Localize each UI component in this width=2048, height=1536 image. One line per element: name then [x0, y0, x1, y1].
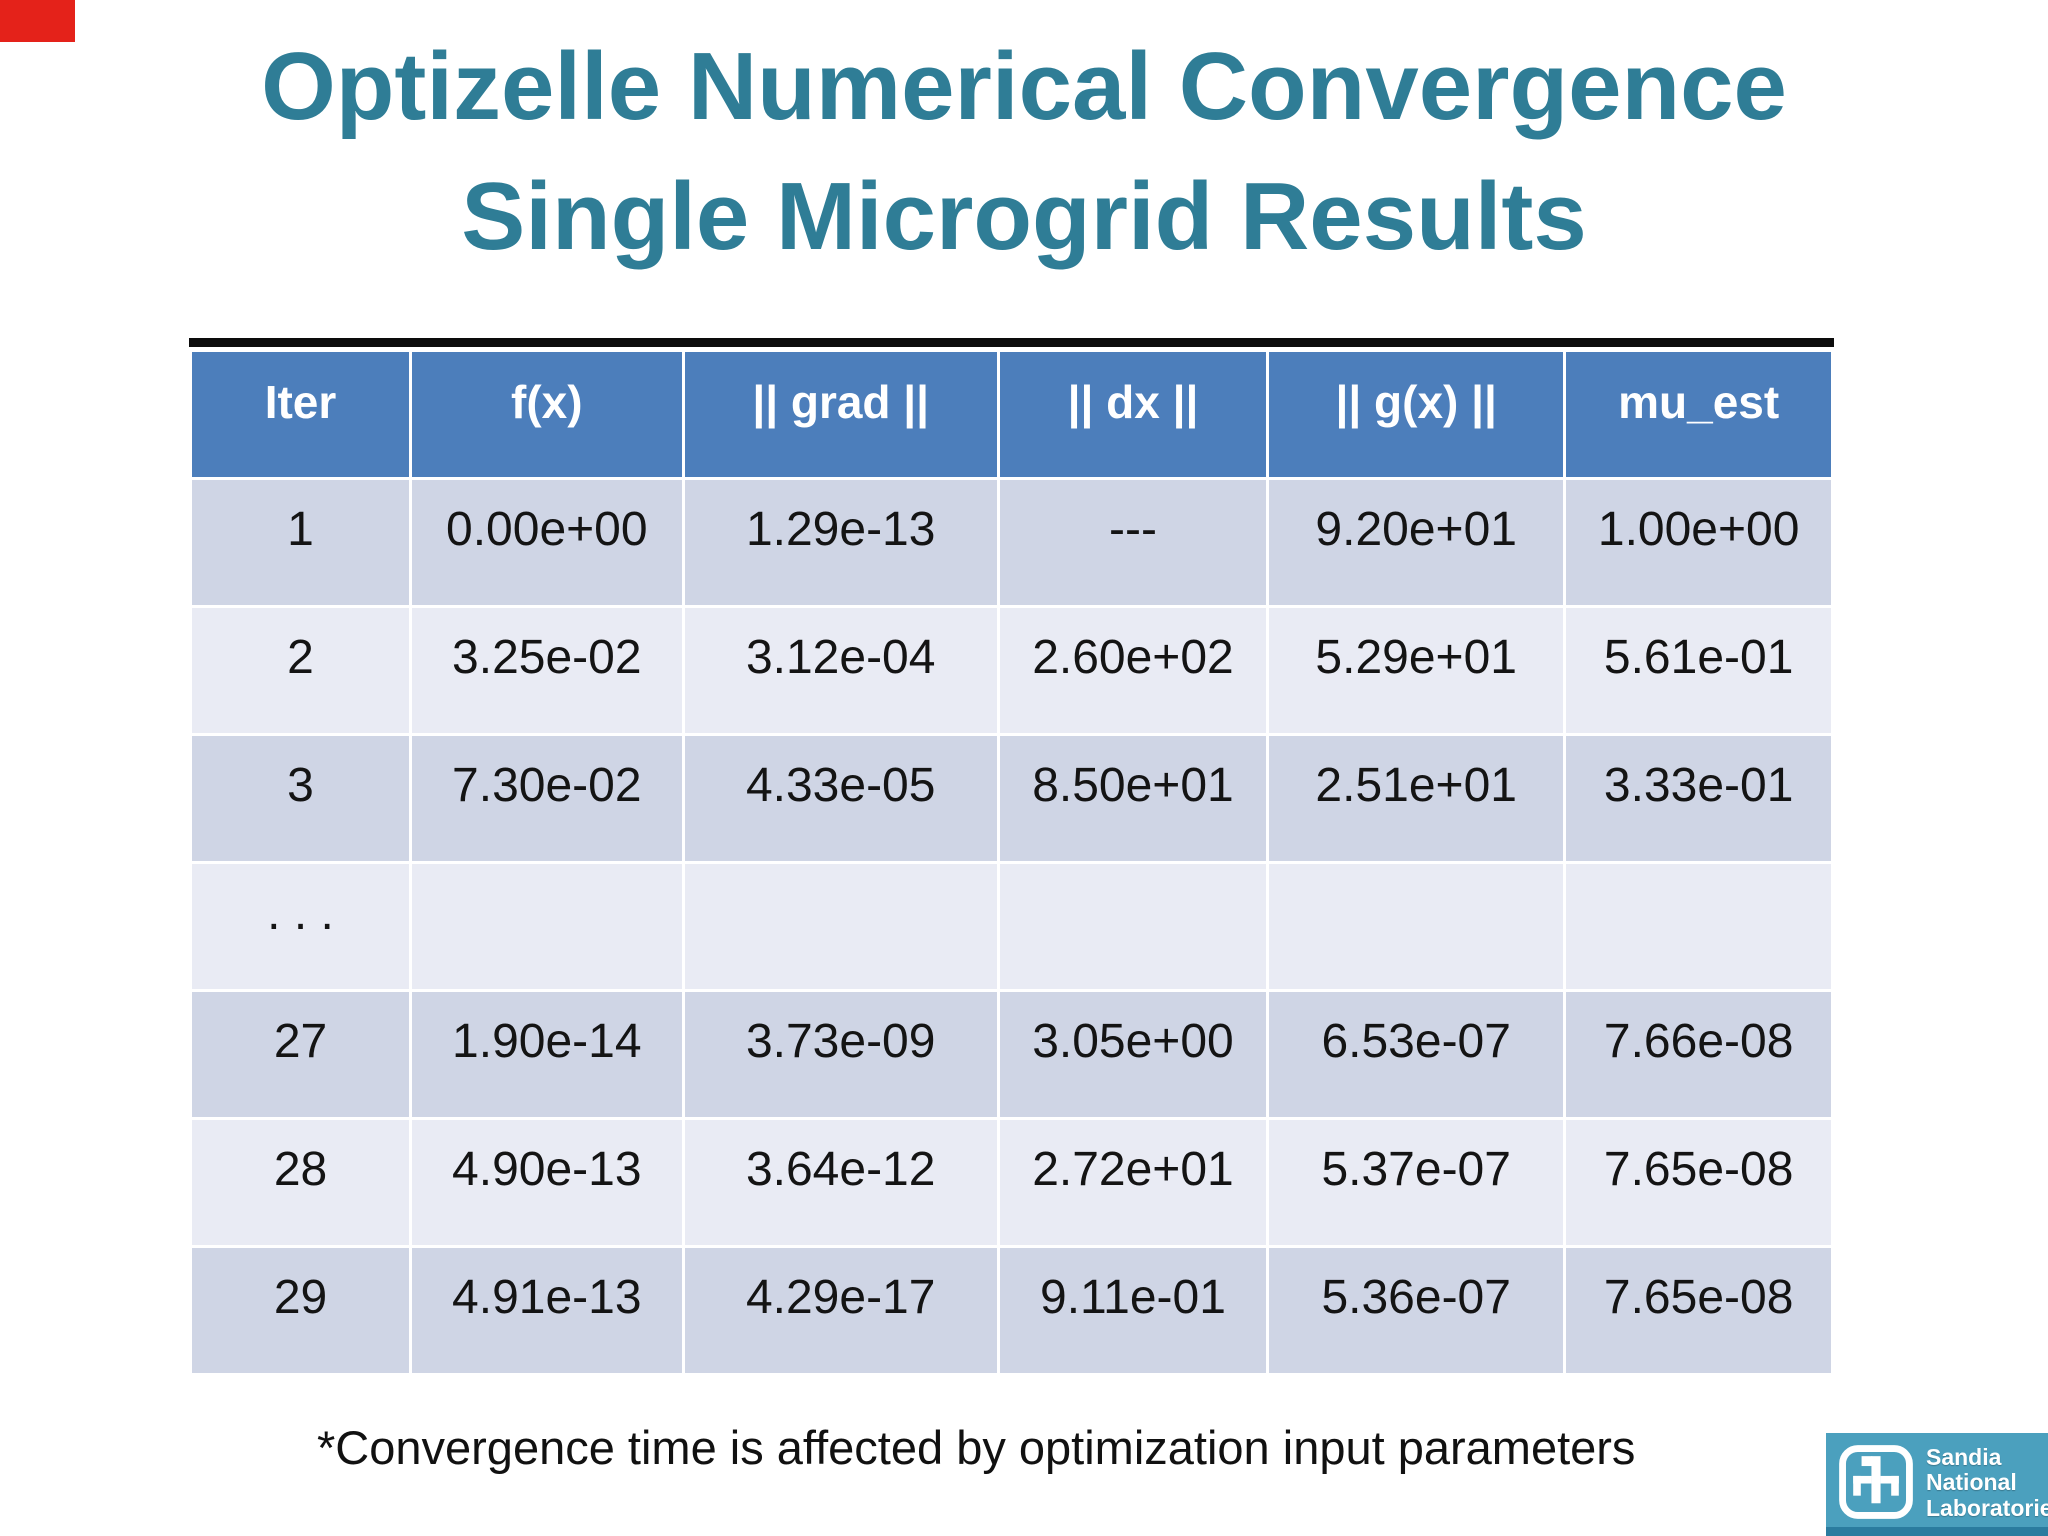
cell-iter: 1 — [188, 477, 413, 608]
thunderbird-icon — [1839, 1445, 1913, 1519]
cell-mu-est: 5.61e-01 — [1563, 605, 1834, 736]
cell-gx: 5.37e-07 — [1266, 1117, 1567, 1248]
cell-dx: 2.72e+01 — [996, 1117, 1270, 1248]
cell-fx: 0.00e+00 — [409, 477, 685, 608]
column-header-gx: || g(x) || — [1266, 349, 1567, 480]
logo-text: SandiaNationalLaboratories — [1926, 1444, 2048, 1521]
cell-fx: 1.90e-14 — [409, 989, 685, 1120]
cell-dx — [996, 861, 1270, 992]
cell-grad — [681, 861, 1000, 992]
cell-grad: 3.12e-04 — [681, 605, 1000, 736]
table-row: 28 4.90e-13 3.64e-12 2.72e+01 5.37e-07 7… — [188, 1117, 1834, 1248]
results-table-area: Iter f(x) || grad || || dx || || g(x) ||… — [188, 338, 1834, 1376]
cell-dx: 9.11e-01 — [996, 1245, 1270, 1376]
cell-grad: 3.64e-12 — [681, 1117, 1000, 1248]
convergence-table: Iter f(x) || grad || || dx || || g(x) ||… — [188, 349, 1834, 1376]
cell-mu-est: 7.66e-08 — [1563, 989, 1834, 1120]
cell-dx: 8.50e+01 — [996, 733, 1270, 864]
column-header-mu-est: mu_est — [1563, 349, 1834, 480]
cell-mu-est: 3.33e-01 — [1563, 733, 1834, 864]
cell-dx: --- — [996, 477, 1270, 608]
cell-fx: 4.90e-13 — [409, 1117, 685, 1248]
logo-text-line-1: Sandia — [1926, 1444, 2002, 1470]
sandia-logo: SandiaNationalLaboratories — [1826, 1433, 2048, 1536]
table-row: 29 4.91e-13 4.29e-17 9.11e-01 5.36e-07 7… — [188, 1245, 1834, 1376]
cell-mu-est: 7.65e-08 — [1563, 1117, 1834, 1248]
cell-grad: 4.33e-05 — [681, 733, 1000, 864]
cell-fx: 7.30e-02 — [409, 733, 685, 864]
cell-fx — [409, 861, 685, 992]
cell-gx: 2.51e+01 — [1266, 733, 1567, 864]
cell-gx: 5.36e-07 — [1266, 1245, 1567, 1376]
title-line-2: Single Microgrid Results — [461, 162, 1587, 270]
cell-mu-est: 7.65e-08 — [1563, 1245, 1834, 1376]
cell-iter: . . . — [188, 861, 413, 992]
cell-grad: 3.73e-09 — [681, 989, 1000, 1120]
cell-grad: 1.29e-13 — [681, 477, 1000, 608]
column-header-dx: || dx || — [996, 349, 1270, 480]
cell-dx: 3.05e+00 — [996, 989, 1270, 1120]
logo-text-line-2: National — [1926, 1469, 2017, 1496]
table-row-ellipsis: . . . — [188, 861, 1834, 992]
table-row: 1 0.00e+00 1.29e-13 --- 9.20e+01 1.00e+0… — [188, 477, 1834, 608]
table-row: 2 3.25e-02 3.12e-04 2.60e+02 5.29e+01 5.… — [188, 605, 1834, 736]
column-header-grad: || grad || — [681, 349, 1000, 480]
cell-fx: 4.91e-13 — [409, 1245, 685, 1376]
cell-dx: 2.60e+02 — [996, 605, 1270, 736]
slide-title: Optizelle Numerical Convergence Single Mi… — [0, 22, 2048, 281]
cell-iter: 28 — [188, 1117, 413, 1248]
cell-iter: 29 — [188, 1245, 413, 1376]
cell-iter: 2 — [188, 605, 413, 736]
cell-gx: 5.29e+01 — [1266, 605, 1567, 736]
column-header-iter: Iter — [188, 349, 413, 480]
table-top-border — [189, 338, 1834, 347]
cell-iter: 27 — [188, 989, 413, 1120]
cell-gx — [1266, 861, 1567, 992]
cell-iter: 3 — [188, 733, 413, 864]
cell-mu-est: 1.00e+00 — [1563, 477, 1834, 608]
table-header-row: Iter f(x) || grad || || dx || || g(x) ||… — [188, 349, 1834, 480]
table-row: 3 7.30e-02 4.33e-05 8.50e+01 2.51e+01 3.… — [188, 733, 1834, 864]
logo-bottom-strip — [1826, 1527, 2048, 1536]
cell-gx: 9.20e+01 — [1266, 477, 1567, 608]
title-line-1: Optizelle Numerical Convergence — [261, 33, 1787, 140]
red-corner-marker — [0, 0, 75, 42]
cell-mu-est — [1563, 861, 1834, 992]
cell-grad: 4.29e-17 — [681, 1245, 1000, 1376]
logo-text-line-3: Laboratories — [1926, 1494, 2048, 1521]
cell-fx: 3.25e-02 — [409, 605, 685, 736]
column-header-fx: f(x) — [409, 349, 685, 480]
footnote: *Convergence time is affected by optimiz… — [317, 1421, 1636, 1474]
cell-gx: 6.53e-07 — [1266, 989, 1567, 1120]
table-row: 27 1.90e-14 3.73e-09 3.05e+00 6.53e-07 7… — [188, 989, 1834, 1120]
